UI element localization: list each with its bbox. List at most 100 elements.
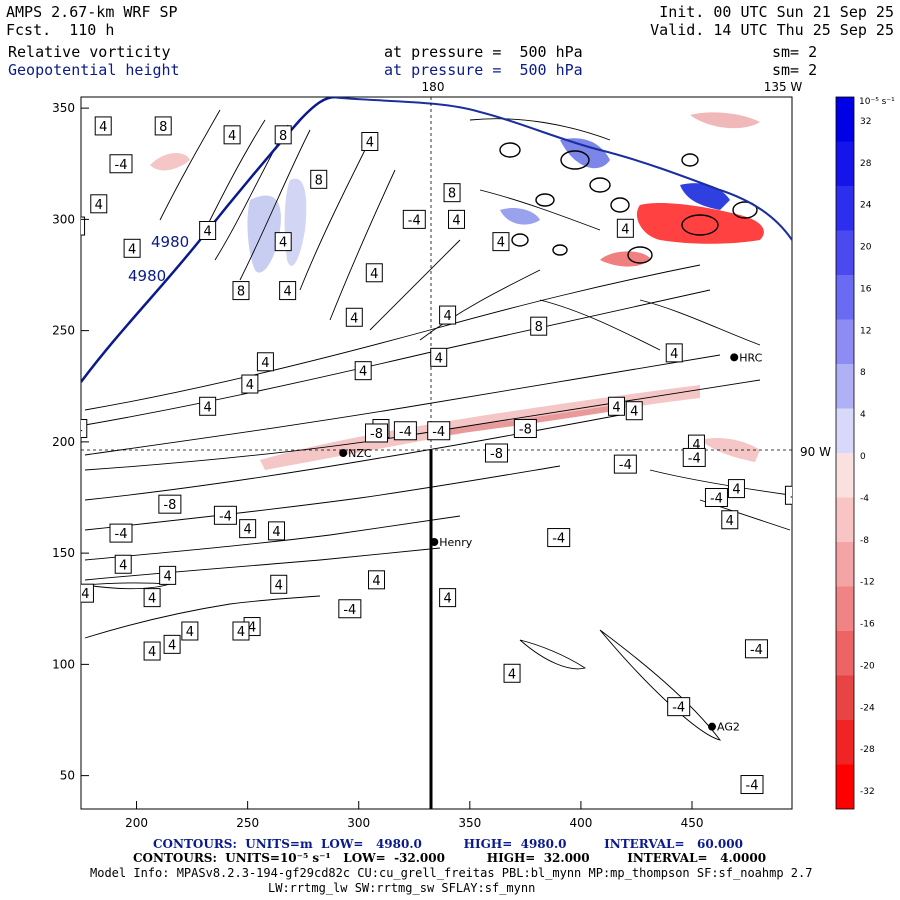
positive-vorticity-patch — [500, 208, 540, 225]
colorbar-tick-label: 4 — [860, 410, 866, 420]
colorbar-tick-label: -8 — [860, 536, 869, 546]
vorticity-contour-label: 4 — [492, 232, 510, 252]
vorticity-contour-label: 4 — [721, 510, 739, 530]
label-text: 4 — [81, 587, 89, 602]
colorbar-segment — [836, 275, 854, 320]
label-box — [492, 232, 510, 252]
label-text: 4 — [508, 667, 516, 682]
label-box — [368, 570, 386, 590]
label-box — [345, 307, 363, 327]
label-box — [721, 510, 739, 530]
label-box — [279, 281, 297, 301]
label-box — [232, 621, 250, 641]
vorticity-contour — [649, 469, 791, 496]
vorticity-contour — [681, 153, 699, 167]
label-box — [81, 494, 82, 514]
label-box — [158, 494, 182, 514]
longitude-label-180: 180 — [422, 80, 445, 94]
vorticity-contour-label: -4 — [81, 494, 82, 514]
vorticity-contour-label: 4 — [607, 396, 625, 416]
colorbar-segment — [836, 408, 854, 453]
label-box — [4, 420, 20, 438]
vorticity-contour-label: 4 — [232, 621, 250, 641]
vorticity-contour — [84, 515, 461, 561]
field1-level: at pressure = 500 hPa — [384, 43, 583, 61]
vorticity-contour-label: -8 — [158, 494, 182, 514]
vorticity-contour — [479, 189, 601, 231]
vorticity-contour-label: 4 — [94, 116, 112, 136]
label-box — [310, 169, 328, 189]
label-text: 4 — [148, 645, 156, 660]
colorbar-tick-label: 32 — [860, 117, 871, 127]
label-box — [613, 454, 637, 474]
vorticity-contour — [239, 129, 311, 281]
colorbar: 10⁻⁵ s⁻¹ 32 28 24 20 16 12 8 4 0 -4 -8 -12 -16 -20 -24… — [835, 96, 895, 810]
height-contour-label: 4980 — [151, 233, 189, 251]
vorticity-contour-label: 4 — [345, 307, 363, 327]
label-box — [256, 352, 274, 372]
label-text: -4 — [343, 603, 356, 618]
label-text: 4 — [612, 400, 620, 415]
field2-name: Geopotential height — [8, 61, 180, 79]
label-box — [354, 361, 372, 381]
station-ag2: AG2 — [708, 721, 740, 734]
label-text: -4 — [750, 643, 763, 658]
label-text: -4 — [408, 213, 421, 228]
field1-smoothing: sm= 2 — [772, 43, 818, 61]
vorticity-contour-label: 4 — [4, 420, 20, 438]
y-tick-label: 50 — [60, 769, 75, 783]
label-text: -4 — [790, 489, 803, 504]
label-text: -8 — [519, 423, 532, 438]
label-box — [81, 419, 88, 439]
vorticity-contour-label: 4 — [665, 343, 683, 363]
colorbar-segment — [836, 675, 854, 720]
label-text: 4 — [372, 574, 380, 589]
label-text: -4 — [219, 509, 232, 524]
label-box — [213, 505, 237, 525]
label-box — [361, 132, 379, 151]
colorbar-tick-label: 24 — [860, 201, 872, 211]
label-text: 4 — [248, 621, 256, 636]
vorticity-contour-label: 4 — [439, 588, 457, 608]
label-text: 4 — [204, 225, 212, 240]
label-text: -4 — [746, 779, 759, 794]
geopotential-height-contour — [81, 97, 336, 383]
vorticity-contour-label: 4 — [90, 194, 108, 214]
label-box — [727, 479, 745, 499]
field2-level: at pressure = 500 hPa — [384, 61, 583, 79]
vorticity-contour — [84, 264, 701, 411]
vorticity-contour — [159, 109, 221, 221]
label-text: 4 — [497, 236, 505, 251]
vorticity-contour — [511, 233, 529, 247]
label-text: 4 — [630, 405, 638, 420]
colorbar-segment — [836, 319, 854, 364]
vorticity-contour-label: -4 — [667, 697, 691, 717]
x-tick-label: 200 — [125, 816, 148, 830]
label-text: 4 — [237, 625, 245, 640]
vorticity-contour-label: 8 — [530, 316, 548, 336]
vorticity-contour — [499, 142, 521, 158]
label-text: -4 — [115, 527, 128, 542]
model-name: AMPS 2.67-km WRF SP — [6, 3, 178, 21]
label-box — [143, 641, 161, 661]
station-hrc: HRC — [730, 351, 763, 364]
label-box — [393, 421, 417, 441]
colorbar-segment — [836, 186, 854, 231]
vorticity-contour-label: 4 — [81, 419, 88, 439]
vorticity-contour-label: 4 — [274, 232, 292, 252]
station-henry: Henry — [430, 536, 473, 549]
label-box — [503, 663, 521, 683]
colorbar-tick-label: -24 — [860, 703, 875, 713]
vorticity-contour — [84, 414, 621, 501]
colorbar-unit-label: 10⁻⁵ s⁻¹ — [859, 97, 895, 107]
vorticity-contour-label: 4 — [365, 263, 383, 283]
vorticity-contour-label: 4 — [223, 125, 241, 145]
label-text: -4 — [688, 451, 701, 466]
colorbar-tick-label: 8 — [860, 368, 866, 378]
vorticity-contour-label: -4 — [338, 599, 362, 619]
colorbar-tick-label: -20 — [860, 661, 875, 671]
colorbar-segment — [836, 453, 854, 498]
label-text: 4 — [359, 365, 367, 380]
label-box — [704, 488, 728, 507]
